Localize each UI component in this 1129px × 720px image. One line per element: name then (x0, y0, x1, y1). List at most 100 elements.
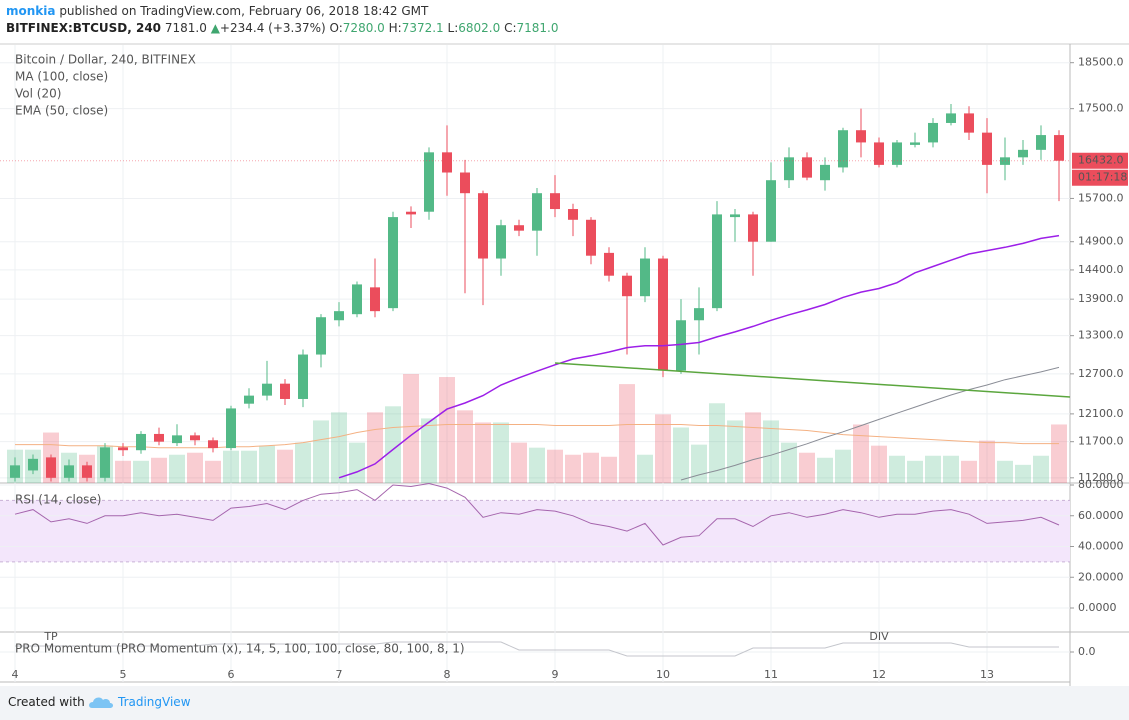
chart: 4 5 6 7 8 9 10 11 12 13 11200.0 11700.0 12100.0 12700… (0, 43, 1129, 686)
x-tick-label: 10 (656, 668, 670, 681)
candle-body (280, 383, 290, 399)
candle-body (118, 447, 128, 451)
y-tick-label: 60.0000 (1078, 509, 1124, 522)
author[interactable]: monkia (6, 4, 56, 18)
candle-body (10, 465, 20, 478)
x-tick-label: 9 (552, 668, 559, 681)
y-tick-label: 12100.0 (1078, 407, 1124, 420)
created-with: Created with (8, 695, 85, 709)
y-tick-label: 18500.0 (1078, 56, 1124, 69)
y-tick-label: 40.0000 (1078, 540, 1124, 553)
volume-bar (421, 418, 437, 483)
candle-body (1054, 135, 1064, 161)
candle-body (568, 209, 578, 220)
candle-body (640, 258, 650, 297)
volume-bar (943, 455, 959, 483)
candle-body (352, 284, 362, 315)
volume-bar (187, 452, 203, 483)
candle-body (262, 383, 272, 396)
volume-bar (871, 445, 887, 483)
last-price-label: 16432.0 (1078, 154, 1124, 167)
y-tick-label: 80.0000 (1078, 478, 1124, 491)
publish-line: monkia published on TradingView.com, Feb… (6, 3, 559, 20)
y-tick-label: 11700.0 (1078, 435, 1124, 448)
volume-bar (493, 422, 509, 483)
y-tick-label: 12700.0 (1078, 367, 1124, 380)
candle-body (694, 308, 704, 321)
header: monkia published on TradingView.com, Feb… (6, 3, 559, 37)
trend-line (554, 362, 1071, 398)
candle-body (964, 113, 974, 133)
last-price-box (1072, 152, 1128, 169)
candle-body (334, 311, 344, 321)
candle-body (154, 433, 164, 442)
volume-bar (385, 406, 401, 483)
pane-title: PRO Momentum (PRO Momentum (x), 14, 5, 1… (15, 642, 465, 656)
y-tick-label: 14900.0 (1078, 235, 1124, 248)
y-tick-label: 11200.0 (1078, 471, 1124, 484)
candle-body (316, 317, 326, 355)
candle-body (748, 214, 758, 242)
y-tick-label: 13300.0 (1078, 329, 1124, 342)
volume-bar (889, 455, 905, 483)
indicator-line (14, 482, 1060, 546)
volume-bar (115, 460, 131, 483)
candle-body (622, 275, 632, 297)
candle-body (496, 225, 506, 259)
x-tick-label: 6 (228, 668, 235, 681)
candle-body (388, 217, 398, 309)
volume-bar (349, 442, 365, 483)
quote-value: 6802.0 (458, 21, 501, 35)
quote: O:7280.0 H:7372.1 L:6802.0 C:7181.0 (330, 21, 559, 35)
volume-bar (151, 457, 167, 483)
volume-bar (997, 460, 1013, 483)
candle-body (46, 457, 56, 478)
volume-bar (403, 374, 419, 483)
volume-bar (241, 450, 257, 483)
x-tick-label: 11 (764, 668, 778, 681)
x-tick-label: 4 (12, 668, 19, 681)
candle-body (658, 258, 668, 371)
indicator-line (680, 366, 1060, 481)
brand[interactable]: TradingView (118, 695, 191, 709)
candle-body (784, 157, 794, 181)
quote-value: 7280.0 (342, 21, 385, 35)
candle-body (946, 113, 956, 123)
volume-ma-line (15, 424, 1059, 449)
symbol: BITFINEX:BTCUSD, 240 (6, 21, 162, 35)
last: 7181.0 (164, 21, 207, 35)
candle-body (190, 435, 200, 441)
quote-key: O: (329, 21, 343, 35)
candle-body (406, 211, 416, 215)
candle-body (514, 225, 524, 231)
y-tick-label: 0.0 (1078, 645, 1096, 658)
y-tick-label: 0.0000 (1078, 601, 1117, 614)
candle-body (208, 440, 218, 449)
change: +234.4 (+3.37%) (219, 21, 326, 35)
candle-body (478, 193, 488, 259)
candle-body (910, 142, 920, 145)
x-tick-label: 8 (444, 668, 451, 681)
volume-bar (1015, 464, 1031, 483)
candle-body (370, 287, 380, 312)
candle-body (136, 433, 146, 451)
quote-value: 7181.0 (516, 21, 559, 35)
candle-body (244, 395, 254, 404)
volume-bar (925, 455, 941, 483)
quote-line: BITFINEX:BTCUSD, 240 7181.0 ▲+234.4 (+3.… (6, 20, 559, 37)
candle-body (532, 193, 542, 231)
candle-body (676, 320, 686, 371)
volume-bar (619, 384, 635, 483)
volume-bar (709, 403, 725, 483)
volume-bar (313, 420, 329, 483)
layers: 4 5 6 7 8 9 10 11 12 13 11200.0 11700.0 12100.0 12700… (0, 45, 1128, 682)
candle-body (586, 219, 596, 256)
volume-bar (583, 452, 599, 483)
pane-title: Bitcoin / Dollar, 240, BITFINEX (15, 53, 196, 67)
x-tick-label: 7 (336, 668, 343, 681)
candle-body (298, 354, 308, 399)
y-tick-label: 17500.0 (1078, 102, 1124, 115)
volume-bar (1033, 455, 1049, 483)
candle-body (802, 157, 812, 178)
logo (89, 697, 113, 708)
